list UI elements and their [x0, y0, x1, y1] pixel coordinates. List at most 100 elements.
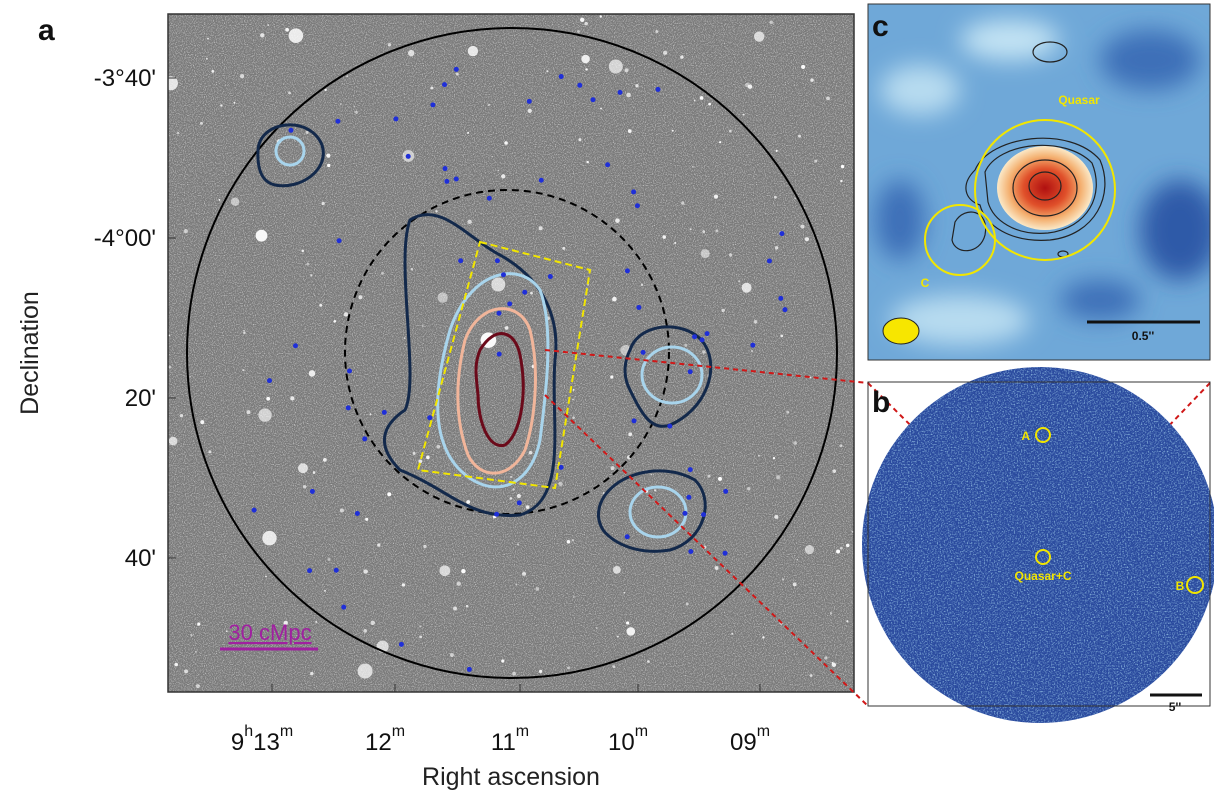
- tick-superscript: m: [516, 723, 529, 740]
- galaxy-dot: [443, 166, 448, 171]
- star: [680, 55, 683, 58]
- star: [580, 18, 584, 22]
- star: [769, 21, 773, 25]
- source-label: B: [1176, 579, 1185, 593]
- star: [626, 621, 629, 624]
- galaxy-dot: [454, 67, 459, 72]
- x-tick-label: 09m: [730, 723, 770, 756]
- star: [298, 463, 308, 473]
- tick-superscript: h: [244, 723, 253, 740]
- tick-base: 9: [231, 729, 244, 756]
- star: [243, 330, 245, 332]
- star: [288, 92, 291, 95]
- star: [742, 283, 752, 293]
- star: [754, 31, 764, 41]
- star: [611, 466, 615, 470]
- x-tick-label: 9h13m: [231, 723, 293, 756]
- star: [387, 492, 391, 496]
- panel-letter: a: [38, 14, 55, 47]
- star: [600, 15, 602, 17]
- star: [436, 445, 440, 449]
- star: [841, 165, 844, 168]
- galaxy-dot: [641, 350, 646, 355]
- star: [562, 247, 565, 250]
- galaxy-dot: [341, 605, 346, 610]
- star: [180, 414, 183, 417]
- galaxy-dot: [442, 82, 447, 87]
- star: [346, 75, 348, 77]
- star: [184, 229, 188, 233]
- star: [702, 230, 705, 233]
- star: [530, 292, 533, 295]
- galaxy-dot: [655, 87, 660, 92]
- star: [615, 218, 620, 223]
- star: [586, 161, 588, 163]
- star: [467, 132, 469, 134]
- star: [461, 569, 465, 573]
- y-tick-label: 20': [125, 385, 156, 412]
- star: [577, 30, 580, 33]
- star: [797, 559, 799, 561]
- star: [211, 70, 214, 73]
- star: [512, 488, 514, 490]
- galaxy-dot: [686, 495, 691, 500]
- source-label: Quasar: [1058, 93, 1100, 107]
- figure: a 30 cMpc -3°40'-4°00'20'40' 9h13m12m11m…: [0, 0, 1214, 796]
- galaxy-dot: [636, 305, 641, 310]
- star: [655, 30, 658, 33]
- star: [219, 199, 221, 201]
- star: [729, 253, 732, 256]
- star: [584, 22, 588, 26]
- galaxy-dot: [591, 97, 596, 102]
- star: [258, 408, 271, 421]
- source-label: A: [1021, 429, 1030, 443]
- star: [528, 109, 532, 113]
- star: [488, 104, 490, 106]
- star: [641, 284, 643, 286]
- star: [419, 635, 422, 638]
- star: [289, 28, 304, 43]
- galaxy-dot: [779, 231, 784, 236]
- galaxy-dot: [430, 102, 435, 107]
- tick-superscript: m: [392, 723, 405, 740]
- star: [306, 263, 309, 266]
- star: [567, 540, 571, 544]
- galaxy-dot: [307, 568, 312, 573]
- galaxy-dot: [539, 178, 544, 183]
- star: [423, 545, 426, 548]
- star: [647, 660, 650, 663]
- star: [662, 235, 666, 239]
- star: [794, 198, 796, 200]
- star: [810, 78, 814, 82]
- tick-superscript: m: [635, 723, 648, 740]
- galaxy-dot: [427, 415, 432, 420]
- star: [184, 669, 188, 673]
- star: [310, 672, 313, 675]
- tick-base: 12: [365, 729, 392, 756]
- star: [567, 667, 570, 670]
- galaxy-dot: [501, 272, 506, 277]
- galaxy-dot: [310, 489, 315, 494]
- galaxy-dot: [355, 511, 360, 516]
- star: [501, 659, 504, 662]
- x-tick-label: 10m: [608, 723, 648, 756]
- star: [539, 226, 543, 230]
- x-tick-label: 12m: [365, 723, 405, 756]
- source-label: C: [921, 276, 930, 290]
- star: [751, 350, 753, 352]
- star: [231, 198, 239, 206]
- star: [572, 416, 575, 419]
- star: [315, 621, 317, 623]
- star: [805, 545, 814, 554]
- star: [762, 636, 764, 638]
- star: [596, 627, 598, 629]
- star: [303, 485, 307, 489]
- galaxy-dot: [631, 189, 636, 194]
- star: [546, 70, 548, 72]
- star: [805, 237, 809, 241]
- star: [731, 633, 733, 635]
- star: [747, 487, 750, 490]
- star: [177, 132, 180, 135]
- star: [800, 224, 804, 228]
